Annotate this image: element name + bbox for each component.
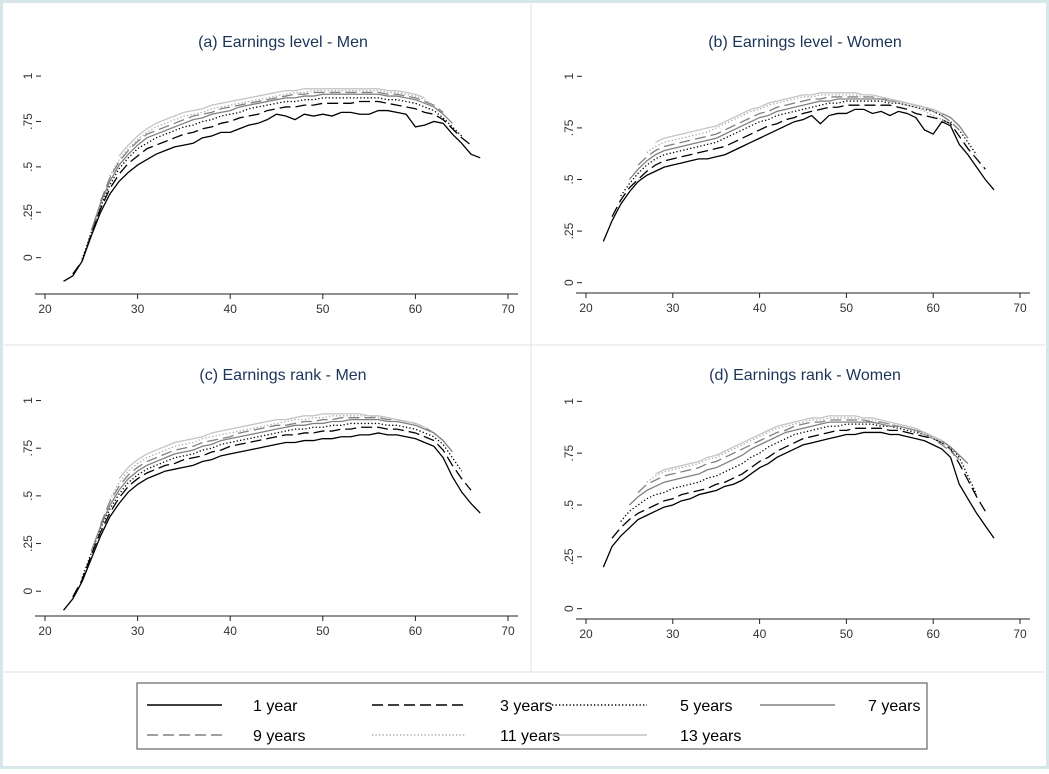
x-tick-label: 70	[501, 624, 515, 638]
series-line	[90, 93, 453, 231]
x-tick-label: 40	[753, 627, 767, 641]
y-tick-label: .25	[21, 535, 35, 552]
legend-label: 5 years	[680, 698, 732, 715]
y-tick-label: 0	[21, 588, 35, 595]
x-tick-label: 20	[38, 302, 52, 316]
series-line	[620, 100, 978, 197]
x-tick-label: 70	[1013, 301, 1027, 315]
y-tick-label: 0	[562, 605, 576, 612]
series-line	[63, 109, 481, 282]
y-tick-label: .75	[21, 440, 35, 457]
x-tick-label: 60	[409, 302, 423, 316]
series-line	[99, 417, 444, 525]
x-tick-label: 70	[1013, 627, 1027, 641]
series-line	[611, 427, 986, 539]
legend-label: 9 years	[253, 728, 305, 745]
series-line	[90, 418, 453, 552]
series-line	[611, 104, 986, 217]
series-line	[118, 88, 425, 157]
y-tick-label: .75	[562, 445, 576, 462]
y-tick-label: .75	[562, 119, 576, 136]
x-tick-label: 50	[316, 624, 330, 638]
legend-label: 7 years	[868, 698, 920, 715]
y-tick-label: .25	[562, 222, 576, 239]
chart-title: (b) Earnings level - Women	[708, 34, 902, 51]
series-line	[118, 413, 425, 480]
x-tick-label: 40	[753, 301, 767, 315]
y-tick-label: .25	[21, 204, 35, 221]
legend-label: 1 year	[253, 698, 298, 715]
series-line	[655, 415, 943, 475]
series-line	[72, 100, 472, 275]
chart-title: (d) Earnings rank - Women	[709, 367, 901, 384]
y-tick-label: 0	[21, 254, 35, 261]
x-tick-label: 50	[316, 302, 330, 316]
legend-label: 11 years	[500, 728, 560, 745]
x-tick-label: 30	[131, 624, 145, 638]
x-tick-label: 50	[840, 627, 854, 641]
series-line	[99, 91, 444, 202]
x-tick-label: 40	[224, 302, 238, 316]
y-tick-label: 1	[562, 398, 576, 405]
x-tick-label: 60	[409, 624, 423, 638]
legend-label: 13 years	[680, 728, 741, 745]
y-tick-label: 1	[562, 73, 576, 80]
y-tick-label: .5	[21, 491, 35, 501]
series-line	[602, 431, 995, 568]
x-tick-label: 60	[927, 301, 941, 315]
series-line	[655, 92, 943, 143]
x-tick-label: 70	[501, 302, 515, 316]
y-tick-label: .5	[562, 500, 576, 510]
series-line	[646, 417, 951, 483]
series-line	[72, 426, 472, 598]
series-line	[620, 423, 978, 522]
chart-title: (c) Earnings rank - Men	[199, 367, 366, 384]
x-tick-label: 20	[579, 301, 593, 315]
y-tick-label: 1	[21, 397, 35, 404]
x-tick-label: 30	[666, 301, 680, 315]
y-tick-label: .5	[562, 174, 576, 184]
legend-box	[136, 682, 928, 750]
y-tick-label: .25	[562, 548, 576, 565]
y-tick-label: 0	[562, 279, 576, 286]
series-line	[81, 422, 463, 579]
legend-label: 3 years	[500, 698, 552, 715]
x-tick-label: 30	[131, 302, 145, 316]
x-tick-label: 30	[666, 627, 680, 641]
x-tick-label: 20	[579, 627, 593, 641]
y-tick-label: 1	[21, 72, 35, 79]
series-line	[63, 432, 481, 611]
chart-title: (a) Earnings level - Men	[198, 34, 368, 51]
x-tick-label: 60	[927, 627, 941, 641]
x-tick-label: 40	[224, 624, 238, 638]
series-line	[602, 108, 995, 242]
x-tick-label: 20	[38, 624, 52, 638]
y-tick-label: .75	[21, 113, 35, 130]
x-tick-label: 50	[840, 301, 854, 315]
y-tick-label: .5	[21, 162, 35, 172]
